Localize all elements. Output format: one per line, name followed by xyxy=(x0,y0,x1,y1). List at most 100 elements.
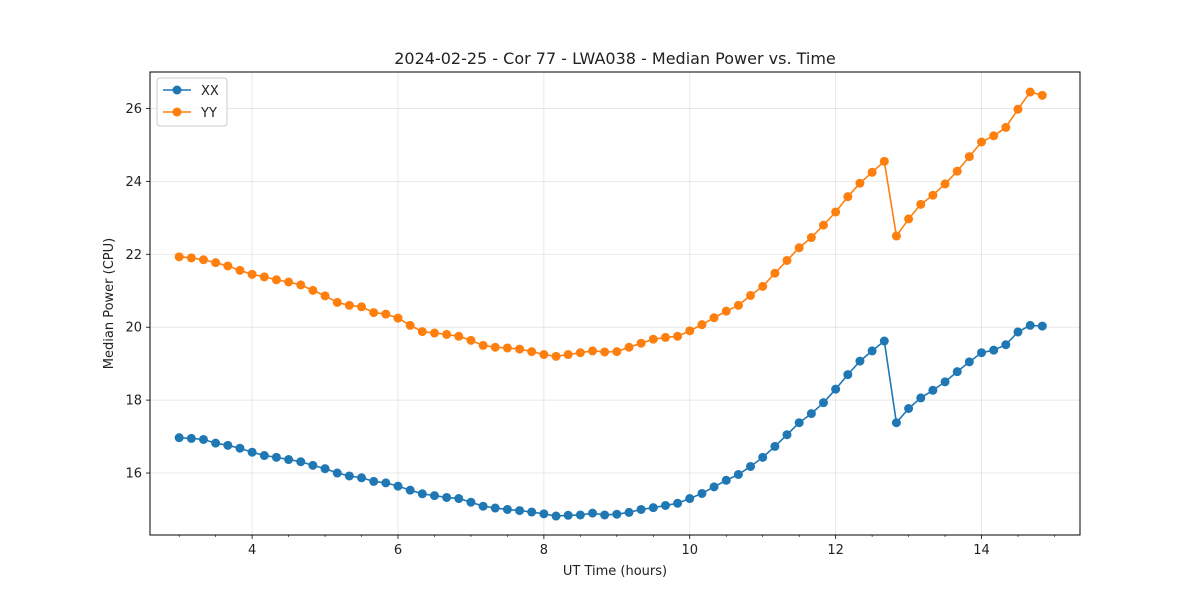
data-point-yy xyxy=(1001,122,1011,132)
data-point-xx xyxy=(296,457,306,467)
legend-marker-yy xyxy=(172,107,182,117)
data-point-yy xyxy=(794,243,804,253)
data-point-xx xyxy=(867,346,877,356)
data-point-xx xyxy=(442,492,452,502)
data-point-xx xyxy=(502,504,512,514)
data-point-xx xyxy=(271,452,281,462)
data-point-xx xyxy=(515,506,525,516)
series-layer xyxy=(174,87,1047,521)
data-point-xx xyxy=(454,494,464,504)
data-point-yy xyxy=(746,290,756,300)
data-point-xx xyxy=(952,367,962,377)
data-point-yy xyxy=(782,255,792,265)
data-point-yy xyxy=(806,233,816,243)
data-point-yy xyxy=(551,351,561,361)
x-tick-label: 10 xyxy=(681,543,698,558)
data-point-yy xyxy=(770,268,780,278)
data-point-xx xyxy=(308,460,318,470)
y-tick-label: 24 xyxy=(125,175,142,190)
data-point-xx xyxy=(235,443,245,453)
data-point-yy xyxy=(308,285,318,295)
data-point-yy xyxy=(332,297,342,307)
data-point-yy xyxy=(673,331,683,341)
data-point-xx xyxy=(758,452,768,462)
data-point-yy xyxy=(271,275,281,285)
data-point-xx xyxy=(405,485,415,495)
data-point-yy xyxy=(417,327,427,337)
data-point-xx xyxy=(417,489,427,499)
data-point-xx xyxy=(794,418,804,428)
data-point-xx xyxy=(466,497,476,507)
data-point-xx xyxy=(247,447,257,457)
data-point-yy xyxy=(1037,90,1047,100)
plot-frame xyxy=(149,71,1081,536)
data-point-yy xyxy=(259,272,269,282)
data-point-yy xyxy=(502,343,512,353)
data-point-yy xyxy=(369,308,379,318)
data-point-xx xyxy=(770,441,780,451)
data-point-yy xyxy=(624,342,634,352)
data-point-xx xyxy=(1025,320,1035,330)
data-point-xx xyxy=(393,481,403,491)
data-point-yy xyxy=(174,252,184,262)
data-point-yy xyxy=(685,326,695,336)
data-point-yy xyxy=(733,300,743,310)
data-point-yy xyxy=(612,347,622,357)
y-tick-label: 20 xyxy=(125,321,142,336)
data-point-xx xyxy=(879,336,889,346)
data-point-xx xyxy=(357,473,367,483)
data-point-yy xyxy=(989,131,999,141)
data-point-yy xyxy=(721,306,731,316)
data-point-xx xyxy=(186,433,196,443)
data-point-yy xyxy=(964,152,974,162)
data-point-yy xyxy=(320,291,330,301)
data-point-xx xyxy=(344,471,354,481)
data-point-yy xyxy=(186,253,196,263)
data-point-xx xyxy=(831,384,841,394)
data-point-xx xyxy=(600,510,610,520)
data-point-xx xyxy=(928,385,938,395)
data-point-xx xyxy=(539,509,549,519)
x-tick-label: 4 xyxy=(248,543,256,558)
data-point-yy xyxy=(478,340,488,350)
data-point-yy xyxy=(527,347,537,357)
legend-label-xx: XX xyxy=(201,84,219,99)
data-point-yy xyxy=(247,269,257,279)
legend: XX YY xyxy=(156,77,228,127)
data-point-yy xyxy=(904,214,914,224)
data-point-xx xyxy=(697,488,707,498)
data-point-yy xyxy=(831,207,841,217)
data-point-xx xyxy=(673,498,683,508)
data-point-xx xyxy=(284,455,294,465)
data-point-xx xyxy=(624,507,634,517)
data-point-xx xyxy=(223,440,233,450)
data-point-yy xyxy=(891,231,901,241)
data-point-xx xyxy=(1037,321,1047,331)
data-point-yy xyxy=(235,265,245,275)
data-point-xx xyxy=(369,476,379,486)
data-point-yy xyxy=(843,192,853,202)
data-point-xx xyxy=(259,451,269,461)
data-point-yy xyxy=(381,309,391,319)
data-point-yy xyxy=(344,300,354,310)
data-point-xx xyxy=(733,469,743,479)
data-point-yy xyxy=(697,320,707,330)
data-point-yy xyxy=(1013,104,1023,114)
data-point-xx xyxy=(1001,340,1011,350)
data-point-yy xyxy=(588,346,598,356)
y-tick-label: 16 xyxy=(125,467,142,482)
data-point-xx xyxy=(977,348,987,358)
data-point-yy xyxy=(879,156,889,166)
ticks: 4 6 8 10 12 14 16 18 20 22 24 26 xyxy=(125,102,1055,558)
data-point-yy xyxy=(1025,87,1035,97)
data-point-xx xyxy=(198,434,208,444)
data-point-yy xyxy=(454,331,464,341)
data-point-xx xyxy=(709,482,719,492)
data-point-xx xyxy=(782,430,792,440)
y-axis-label: Median Power (CPU) xyxy=(102,238,117,369)
x-tick-label: 12 xyxy=(827,543,844,558)
data-point-xx xyxy=(818,398,828,408)
data-point-xx xyxy=(648,503,658,513)
data-point-xx xyxy=(429,491,439,501)
